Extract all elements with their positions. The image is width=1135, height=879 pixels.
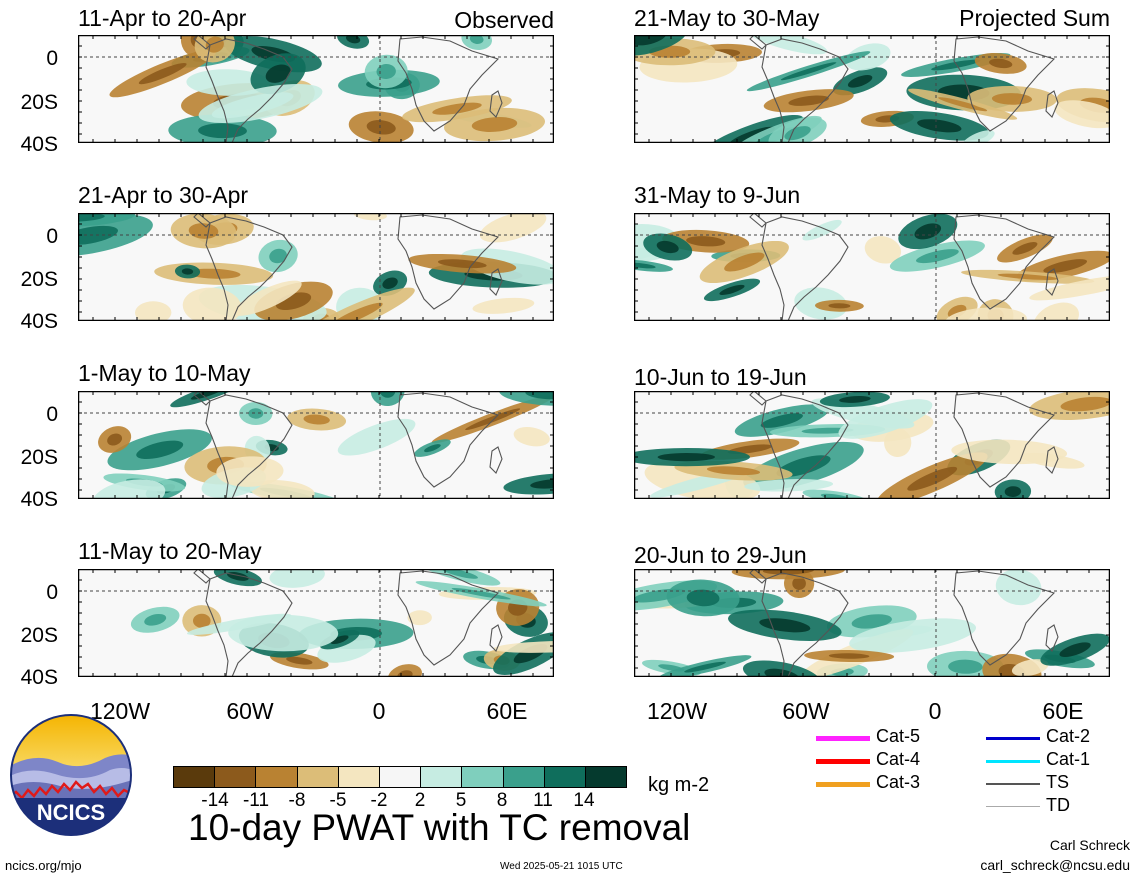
colorbar-tick-label: -2	[370, 790, 388, 811]
panel-title: 11-Apr to 20-Apr	[78, 5, 247, 31]
lat-label: 0	[46, 225, 58, 248]
projected-label: Projected Sum	[959, 5, 1110, 31]
cat3-swatch	[816, 782, 870, 787]
lat-label: 0	[46, 403, 58, 426]
lat-label: 20S	[20, 268, 58, 291]
lon-label: 60W	[782, 698, 830, 724]
lat-label: 40S	[20, 666, 58, 689]
cat5-swatch	[816, 736, 870, 741]
colorbar-swatch	[421, 767, 463, 787]
lon-label: 120W	[89, 698, 151, 724]
footer-author: Carl Schreck	[1049, 837, 1130, 853]
colorbar-tick-label: -5	[329, 790, 347, 811]
lat-label: 20S	[20, 91, 58, 114]
lat-label: 20S	[20, 624, 58, 647]
panel-title: 10-Jun to 19-Jun	[634, 364, 807, 390]
legend-cat4: Cat-4	[876, 749, 921, 769]
panel-title: 21-May to 30-May	[634, 5, 820, 31]
map-area	[634, 569, 1110, 677]
colorbar-swatch	[585, 767, 627, 787]
colorbar-tick-label: 14	[573, 790, 595, 811]
logo-text: NCICS	[37, 800, 105, 825]
lon-label: 120W	[646, 698, 708, 724]
panel-title: 21-Apr to 30-Apr	[78, 182, 249, 208]
lat-label: 0	[46, 47, 58, 70]
colorbar-tick-label: 11	[533, 790, 553, 811]
cat4-swatch	[816, 759, 870, 764]
panel-title: 1-May to 10-May	[78, 360, 251, 386]
lon-label: 0	[372, 698, 386, 724]
map-area	[78, 213, 554, 321]
lat-label: 40S	[20, 488, 58, 511]
cat2-swatch	[986, 737, 1040, 740]
colorbar-swatch	[215, 767, 257, 787]
colorbar	[173, 766, 627, 788]
lat-label: 40S	[20, 133, 58, 156]
lon-label: 60E	[486, 698, 528, 724]
colorbar-tick-label: -14	[201, 790, 229, 811]
legend-cat5: Cat-5	[876, 726, 921, 746]
map-area	[634, 35, 1110, 143]
footer-email: carl_schreck@ncsu.edu	[980, 857, 1130, 873]
colorbar-tick-label: 2	[414, 790, 426, 811]
footer-url: ncics.org/mjo	[5, 858, 82, 873]
panel-title: 11-May to 20-May	[78, 538, 262, 564]
main-title: 10-day PWAT with TC removal	[188, 807, 691, 848]
ncics-logo: NCICS	[10, 714, 132, 836]
colorbar-swatch	[379, 767, 422, 787]
map-area	[78, 35, 554, 143]
colorbar-tick-label: -8	[288, 790, 306, 811]
map-area	[634, 391, 1110, 499]
td-swatch	[986, 806, 1040, 807]
map-area	[78, 391, 554, 499]
colorbar-swatch	[174, 767, 216, 787]
observed-label: Observed	[454, 7, 554, 33]
colorbar-swatch	[338, 767, 380, 787]
legend-cat1: Cat-1	[1046, 749, 1091, 769]
lon-label: 60W	[226, 698, 274, 724]
colorbar-tick-label: -11	[242, 790, 270, 811]
cat1-swatch	[986, 760, 1040, 763]
legend-cat3: Cat-3	[876, 772, 921, 792]
lat-label: 40S	[20, 310, 58, 333]
legend-ts: TS	[1046, 772, 1070, 792]
colorbar-tick-label: 5	[455, 790, 467, 811]
lat-label: 0	[46, 581, 58, 604]
colorbar-units: kg m-2	[648, 774, 710, 796]
colorbar-swatch	[544, 767, 586, 787]
colorbar-tick-label: 8	[496, 790, 508, 811]
lon-label: 60E	[1042, 698, 1084, 724]
map-area	[634, 213, 1110, 321]
colorbar-swatch	[256, 767, 298, 787]
lat-label: 20S	[20, 446, 58, 469]
ts-swatch	[986, 783, 1040, 785]
map-area	[78, 569, 554, 677]
panel-title: 20-Jun to 29-Jun	[634, 542, 807, 568]
lon-label: 0	[928, 698, 942, 724]
colorbar-swatch	[297, 767, 339, 787]
colorbar-swatch	[462, 767, 504, 787]
panel-title: 31-May to 9-Jun	[634, 182, 801, 208]
legend-cat2: Cat-2	[1046, 726, 1091, 746]
colorbar-swatch	[503, 767, 545, 787]
footer-timestamp: Wed 2025-05-21 1015 UTC	[500, 861, 623, 872]
legend-td: TD	[1046, 795, 1070, 815]
